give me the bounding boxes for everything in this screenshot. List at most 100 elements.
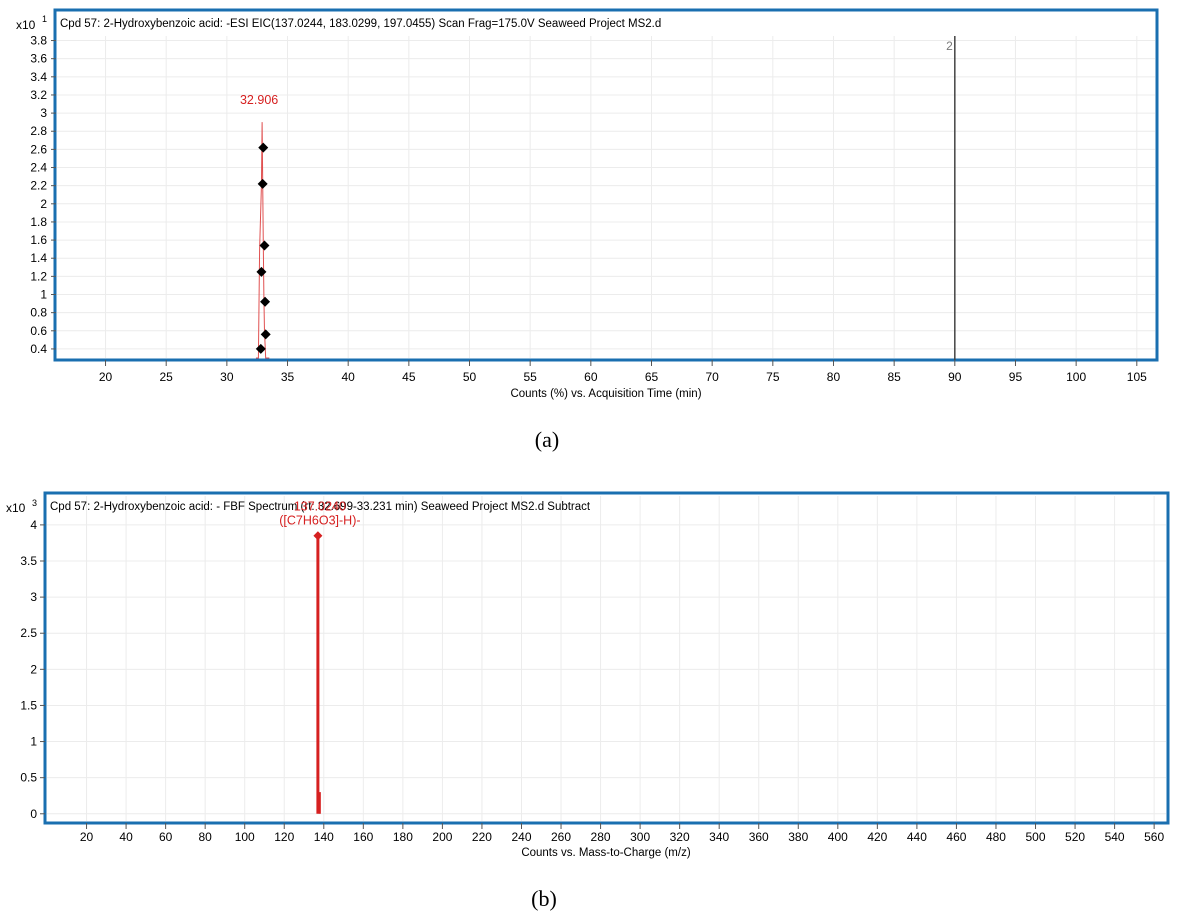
panel-b-x-tick-label: 20 [80,830,94,844]
panel-b-x-tick-label: 340 [709,830,729,844]
panel-b-y-tick-label: 2.5 [20,626,37,640]
panel-a-x-tick-label: 65 [645,370,659,384]
panel-b-frame [43,491,1170,825]
panel-b-x-tick-label: 100 [235,830,255,844]
panel-b-x-tick-label: 400 [828,830,848,844]
panel-a-y-tick-label: 0.6 [30,324,47,338]
panel-a-x-tick-label: 100 [1066,370,1086,384]
panel-b-x-tick-label: 200 [432,830,452,844]
panel-b-x-tick-label: 40 [119,830,133,844]
panel-b-x-tick-label: 420 [867,830,887,844]
panel-a-x-tick-label: 105 [1127,370,1147,384]
panel-b-y-tick-label: 3 [30,590,37,604]
panel-a-y-tick-label: 3.2 [30,88,47,102]
panel-a-markers [255,142,271,354]
panel-b-x-tick-label: 560 [1144,830,1164,844]
panel-b-x-tick-label: 300 [630,830,650,844]
panel-a-y-tick-label: 1.2 [30,269,47,283]
panel-b: x10 3 Cpd 57: 2-Hydroxybenzoic acid: - F… [6,491,1170,911]
panel-a-x-tick-label: 95 [1009,370,1023,384]
panel-a-marker [256,266,267,277]
panel-a-annotation-label: 2 [946,39,953,53]
panel-a-x-tick-label: 20 [99,370,113,384]
panel-a-title: Cpd 57: 2-Hydroxybenzoic acid: -ESI EIC(… [60,18,661,30]
panel-b-multiplier: x10 [6,501,26,515]
panel-a-x-tick-label: 90 [948,370,962,384]
panel-a-y-tick-label: 2.2 [30,179,47,193]
panel-b-x-tick-label: 500 [1026,830,1046,844]
panel-b-x-tick-label: 60 [159,830,173,844]
panel-a-y-tick-label: 0.4 [30,342,47,356]
panel-a: x10 1 Cpd 57: 2-Hydroxybenzoic acid: -ES… [16,8,1159,452]
panel-b-y-tick-label: 1 [30,735,37,749]
panel-b-peak-marker [313,531,323,541]
panel-a-frame [53,8,1159,362]
panel-a-marker [260,329,271,340]
panel-b-x-tick-label: 120 [274,830,294,844]
panel-a-y-tick-label: 1.4 [30,251,47,265]
panel-a-peak-label: 32.906 [240,93,278,107]
panel-a-x-tick-label: 25 [160,370,174,384]
panel-a-y-tick-label: 2.4 [30,161,47,175]
panel-a-y-tick-label: 3.8 [30,34,47,48]
panel-b-peaks [313,531,323,814]
panel-a-y-tick-label: 1 [40,288,47,302]
panel-b-x-tick-label: 240 [511,830,531,844]
panel-b-title: Cpd 57: 2-Hydroxybenzoic acid: - FBF Spe… [50,501,591,513]
panel-a-x-tick-label: 45 [402,370,416,384]
panel-b-x-tick-label: 520 [1065,830,1085,844]
panel-a-marker [260,296,271,307]
panel-a-y-tick-label: 2.6 [30,142,47,156]
panel-b-y-tick-label: 1.5 [20,698,37,712]
panel-b-x-tick-label: 440 [907,830,927,844]
panel-b-y-tick-label: 3.5 [20,554,37,568]
panel-a-marker [258,142,269,153]
panel-a-x-label: Counts (%) vs. Acquisition Time (min) [510,388,701,400]
panel-b-x-tick-label: 180 [393,830,413,844]
panel-b-x-tick-label: 160 [353,830,373,844]
panel-a-annotation: 2 [946,36,956,360]
panel-a-x-tick-label: 70 [705,370,719,384]
panel-a-y-tick-label: 3.4 [30,70,47,84]
panel-a-x-tick-label: 40 [342,370,356,384]
panel-b-x-tick-label: 80 [198,830,212,844]
panel-a-y-tick-label: 2 [40,197,47,211]
panel-b-peak-mz-label: 137.0240 [294,500,346,514]
panel-b-y-tick-label: 4 [30,518,37,532]
panel-b-x-tick-label: 140 [314,830,334,844]
panel-b-x-tick-label: 220 [472,830,492,844]
panel-a-x-tick-label: 35 [281,370,295,384]
panel-a-trace [255,122,270,359]
panel-a-y-tick-label: 3.6 [30,52,47,66]
panel-b-x-tick-label: 460 [946,830,966,844]
panel-a-trace-line [255,122,270,359]
panel-b-peak-formula-label: ([C7H6O3]-H)- [279,514,360,528]
panel-b-y-tick-label: 2 [30,662,37,676]
panel-b-grid [47,496,1166,821]
panel-b-x-tick-label: 360 [749,830,769,844]
panel-b-multiplier-exp: 3 [32,498,37,508]
panel-b-x-tick-label: 260 [551,830,571,844]
panel-a-multiplier: x10 [16,18,36,32]
panel-a-grid [57,36,1155,358]
panel-a-x-tick-label: 75 [766,370,780,384]
panel-a-x-tick-label: 60 [584,370,598,384]
panel-b-x-axis: 20 40 60 80 100 120 140 160 180 200 220 240 260 280 30… [80,823,1164,844]
panel-a-x-tick-label: 50 [463,370,477,384]
panel-a-x-tick-label: 30 [220,370,234,384]
panel-a-x-tick-label: 80 [827,370,841,384]
panel-a-y-tick-label: 2.8 [30,124,47,138]
panel-a-caption: (a) [535,427,559,452]
panel-a-marker [259,240,270,251]
panel-a-y-tick-label: 0.8 [30,306,47,320]
panel-a-y-tick-label: 1.6 [30,233,47,247]
panel-b-x-tick-label: 280 [591,830,611,844]
panel-a-y-tick-label: 3 [40,106,47,120]
panel-a-x-tick-label: 55 [523,370,537,384]
panel-b-x-tick-label: 480 [986,830,1006,844]
panel-a-y-tick-label: 1.8 [30,215,47,229]
panel-a-marker [255,343,266,354]
panel-b-y-axis: 0 0.5 1 1.5 2 2.5 3 3.5 4 [20,518,45,821]
panel-b-x-tick-label: 380 [788,830,808,844]
